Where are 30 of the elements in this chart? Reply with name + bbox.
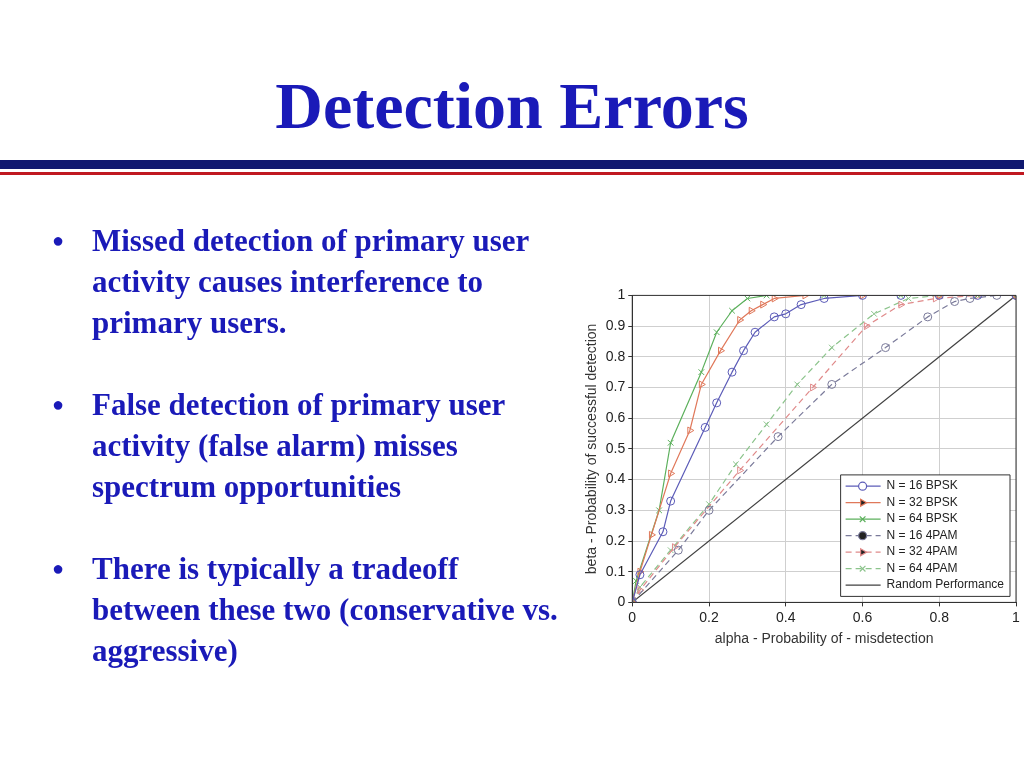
y-tick-label: 1 xyxy=(617,286,626,303)
chart-title: Detection Errors xyxy=(274,68,750,144)
x-tick-label: 0 xyxy=(628,608,637,625)
y-tick-label: 0.5 xyxy=(605,439,626,456)
y-axis-title: beta - Probability of successful detection xyxy=(583,323,600,575)
x-tick-label: 1 xyxy=(1012,608,1021,625)
x-tick-label: 0.8 xyxy=(929,608,950,625)
legend-label: N = 32 4PAM xyxy=(886,544,958,559)
x-axis-title: alpha - Probability of - misdetection xyxy=(714,630,934,647)
y-tick-label: 0.2 xyxy=(605,531,626,548)
y-tick-label: 0.1 xyxy=(605,562,626,579)
text: ● Missed detection of primary user activity causes interference to primary users. xyxy=(52,223,529,340)
legend-label: N = 64 BPSK xyxy=(886,511,958,526)
text: ● There is typically a tradeoff between these two (conservative vs. aggressive) xyxy=(52,551,558,668)
legend-label: N = 16 4PAM xyxy=(886,527,958,542)
legend-label: N = 16 BPSK xyxy=(886,478,958,493)
y-tick-label: 0.8 xyxy=(605,347,626,364)
legend-label: N = 32 BPSK xyxy=(886,494,958,509)
y-tick-label: 0.7 xyxy=(605,378,626,395)
x-tick-label: 0.4 xyxy=(776,608,796,625)
y-tick-label: 0.3 xyxy=(605,501,626,518)
legend-label: Random Performance xyxy=(886,577,1005,592)
y-tick-label: 0.6 xyxy=(605,409,626,426)
x-tick-label: 0.6 xyxy=(852,608,873,625)
y-tick-label: 0.9 xyxy=(605,316,626,333)
legend-label: N = 64 4PAM xyxy=(886,560,958,575)
y-tick-label: 0 xyxy=(617,593,626,610)
text: ● False detection of primary user activity (false alarm) misses spectrum opportunities xyxy=(52,387,505,504)
x-tick-label: 0.2 xyxy=(699,608,719,625)
y-tick-label: 0.4 xyxy=(605,470,626,487)
